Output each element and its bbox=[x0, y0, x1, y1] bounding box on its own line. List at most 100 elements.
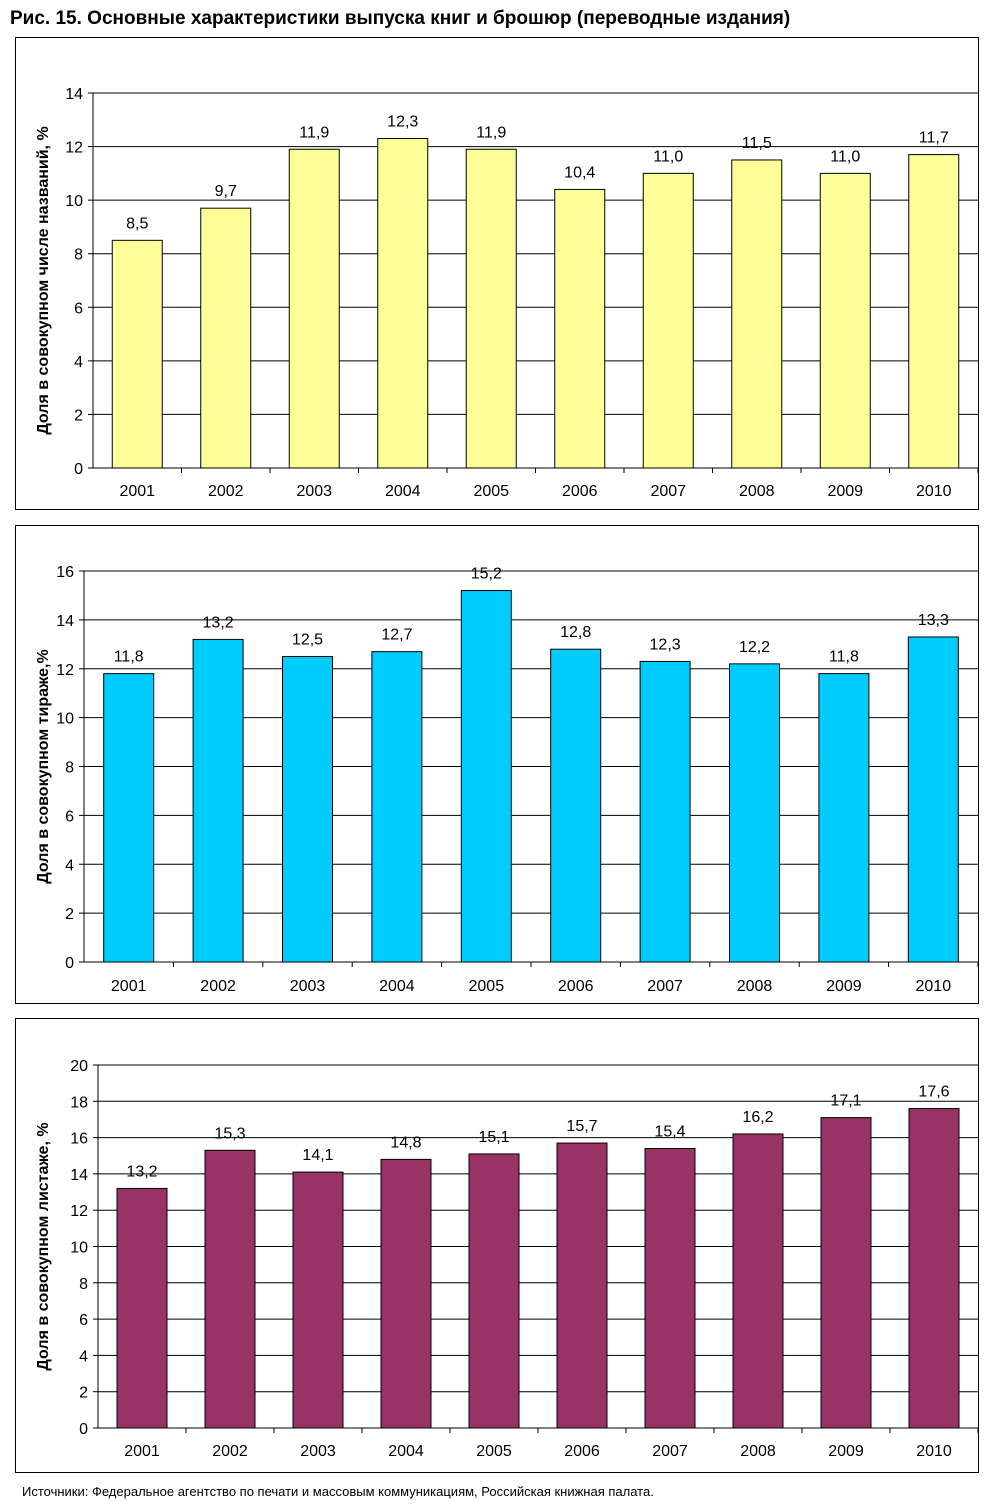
bar-2003 bbox=[288, 148, 340, 469]
y-tick-label: 12 bbox=[56, 662, 74, 679]
y-axis-label: Доля в совокупном числе названий, % bbox=[35, 126, 52, 434]
value-label: 17,1 bbox=[830, 1093, 861, 1110]
value-label: 12,5 bbox=[292, 632, 323, 649]
value-label: 11,7 bbox=[919, 130, 949, 147]
source-note: Источники: Федеральное агентство по печа… bbox=[22, 1484, 654, 1499]
x-tick-label: 2006 bbox=[562, 483, 598, 500]
y-axis-label: Доля в совокупном тираже,% bbox=[35, 649, 52, 883]
x-tick-label: 2009 bbox=[826, 978, 862, 995]
value-label: 11,5 bbox=[742, 135, 772, 152]
bar-2010 bbox=[908, 154, 960, 469]
value-label: 16,2 bbox=[742, 1109, 773, 1126]
x-tick-label: 2001 bbox=[111, 978, 147, 995]
y-tick-label: 8 bbox=[74, 247, 83, 264]
bar-2001 bbox=[103, 673, 155, 963]
x-tick-label: 2009 bbox=[828, 1443, 864, 1460]
x-tick-label: 2006 bbox=[558, 978, 594, 995]
y-tick-label: 0 bbox=[65, 955, 74, 972]
bar-2004 bbox=[371, 651, 423, 963]
value-label: 11,8 bbox=[829, 649, 859, 666]
bar-2005 bbox=[460, 590, 512, 963]
x-tick-label: 2007 bbox=[647, 978, 683, 995]
bar-2008 bbox=[729, 663, 780, 963]
bar-2009 bbox=[818, 673, 870, 963]
value-label: 13,2 bbox=[203, 614, 234, 631]
value-label: 15,4 bbox=[654, 1123, 685, 1140]
x-tick-label: 2003 bbox=[290, 978, 326, 995]
x-tick-label: 2008 bbox=[739, 483, 775, 500]
bar-2008 bbox=[731, 159, 783, 469]
x-tick-label: 2003 bbox=[300, 1443, 336, 1460]
y-tick-label: 2 bbox=[65, 906, 74, 923]
y-tick-label: 10 bbox=[56, 711, 74, 728]
value-label: 11,9 bbox=[476, 124, 506, 141]
x-tick-label: 2002 bbox=[200, 978, 236, 995]
value-label: 15,1 bbox=[478, 1129, 509, 1146]
y-tick-label: 14 bbox=[65, 86, 83, 103]
y-tick-label: 8 bbox=[65, 760, 74, 777]
x-tick-label: 2006 bbox=[564, 1443, 600, 1460]
bar-2006 bbox=[554, 188, 606, 469]
chart-svg: 0 2 4 6 8 10 12 14 8,5 2001 9,7 2002 11,9 2003 12,3 200… bbox=[35, 86, 978, 500]
x-tick-label: 2010 bbox=[916, 483, 952, 500]
bar-2002 bbox=[192, 638, 244, 963]
bar-2007 bbox=[642, 172, 694, 469]
value-label: 12,7 bbox=[381, 627, 412, 644]
bar-2002 bbox=[204, 1149, 256, 1429]
x-tick-label: 2004 bbox=[379, 978, 415, 995]
bar-2007 bbox=[644, 1147, 696, 1429]
value-label: 14,1 bbox=[302, 1147, 333, 1164]
value-label: 11,0 bbox=[653, 148, 683, 165]
figure-title: Рис. 15. Основные характеристики выпуска… bbox=[10, 8, 791, 29]
value-label: 14,8 bbox=[390, 1134, 421, 1151]
value-label: 12,2 bbox=[739, 639, 770, 656]
bar-2006 bbox=[556, 1142, 608, 1429]
bar-2009 bbox=[820, 1117, 872, 1429]
sheets-share-chart: 0 2 4 6 8 10 12 14 16 18 20 13,2 2001 15,3 2002 14,1 200… bbox=[15, 1018, 979, 1473]
y-tick-label: 10 bbox=[65, 193, 83, 210]
value-label: 10,4 bbox=[564, 164, 595, 181]
x-tick-label: 2007 bbox=[650, 483, 686, 500]
bar-2004 bbox=[380, 1158, 432, 1429]
y-tick-label: 8 bbox=[79, 1276, 88, 1293]
value-label: 15,3 bbox=[214, 1125, 245, 1142]
value-label: 15,2 bbox=[471, 566, 502, 583]
chart-svg: 0 2 4 6 8 10 12 14 16 11,8 2001 13,2 2002 12,5 2003 12,… bbox=[35, 564, 978, 995]
bar-2006 bbox=[550, 648, 602, 963]
chart-svg: 0 2 4 6 8 10 12 14 16 18 20 13,2 2001 15,3 2002 14,1 200… bbox=[35, 1058, 978, 1460]
x-tick-label: 2002 bbox=[208, 483, 244, 500]
y-tick-label: 6 bbox=[74, 300, 83, 317]
y-tick-label: 14 bbox=[56, 613, 74, 630]
value-label: 15,7 bbox=[566, 1118, 597, 1135]
x-tick-label: 2004 bbox=[385, 483, 421, 500]
bar-2009 bbox=[819, 172, 871, 469]
y-tick-label: 4 bbox=[65, 857, 74, 874]
x-tick-label: 2010 bbox=[916, 978, 952, 995]
y-tick-label: 6 bbox=[65, 808, 74, 825]
y-tick-label: 0 bbox=[74, 461, 83, 478]
y-tick-label: 0 bbox=[79, 1421, 88, 1438]
x-tick-label: 2008 bbox=[740, 1443, 776, 1460]
value-label: 13,2 bbox=[126, 1163, 157, 1180]
bar-2001 bbox=[116, 1187, 168, 1429]
y-tick-label: 2 bbox=[74, 407, 83, 424]
x-tick-label: 2008 bbox=[737, 978, 773, 995]
value-label: 9,7 bbox=[215, 183, 237, 200]
y-tick-label: 14 bbox=[70, 1167, 88, 1184]
x-tick-label: 2002 bbox=[212, 1443, 248, 1460]
y-tick-label: 18 bbox=[70, 1094, 88, 1111]
value-label: 11,8 bbox=[114, 649, 144, 666]
x-tick-label: 2010 bbox=[916, 1443, 952, 1460]
bar-2005 bbox=[468, 1153, 520, 1429]
y-tick-label: 16 bbox=[56, 564, 74, 581]
value-label: 12,3 bbox=[387, 114, 418, 131]
bar-2004 bbox=[377, 138, 429, 469]
value-label: 12,8 bbox=[560, 624, 591, 641]
x-tick-label: 2005 bbox=[476, 1443, 512, 1460]
bar-2003 bbox=[292, 1171, 344, 1429]
bar-2008 bbox=[732, 1133, 784, 1429]
y-tick-label: 6 bbox=[79, 1312, 88, 1329]
x-tick-label: 2001 bbox=[124, 1443, 160, 1460]
bar-2010 bbox=[908, 1108, 960, 1429]
value-label: 12,3 bbox=[650, 636, 681, 653]
